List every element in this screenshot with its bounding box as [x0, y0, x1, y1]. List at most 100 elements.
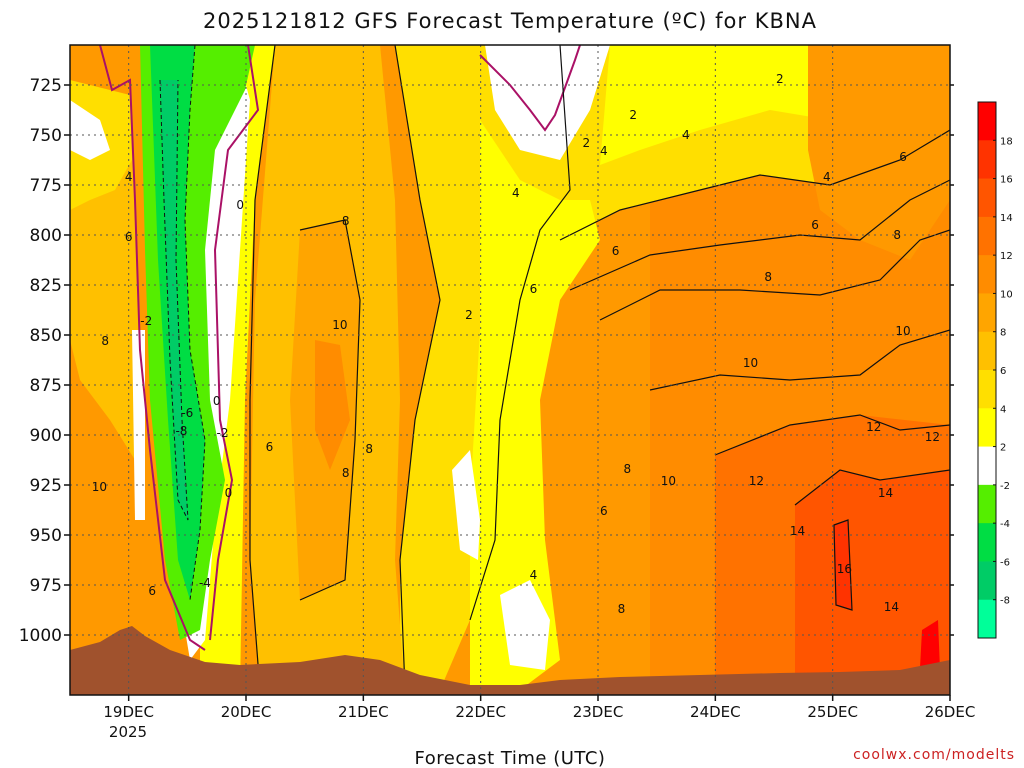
field-low-white: [500, 580, 550, 670]
contour-label: -4: [199, 576, 211, 590]
contour-label: 8: [342, 214, 350, 228]
colorbar-swatch: [978, 140, 996, 180]
gridlines: [70, 45, 951, 695]
colorbar-swatch: [978, 178, 996, 218]
x-tick-label: 24DEC: [690, 703, 741, 721]
contour-label: 6: [612, 244, 620, 258]
contour-label: 8: [101, 334, 109, 348]
zero-contour-left: [99, 45, 206, 651]
contour-label: 8: [893, 228, 901, 242]
contour-12-right: [714, 414, 950, 456]
contour-label: 6: [600, 504, 608, 518]
y-tick-label: 800: [30, 226, 62, 246]
contour-label: 2: [629, 108, 637, 122]
contour-2-mid: [469, 45, 571, 621]
contour-label: 2: [582, 136, 590, 150]
colorbar-tick-label: 12: [1000, 251, 1013, 262]
contour-4-right: [559, 129, 950, 241]
contour-label: 10: [661, 474, 676, 488]
field-mid-yellow-2: [470, 120, 600, 690]
contour-label: -6: [181, 406, 193, 420]
contour-label: 4: [823, 170, 831, 184]
field-left-white-2: [70, 100, 110, 160]
contour-label: 6: [530, 282, 538, 296]
contour-16-right: [833, 519, 853, 611]
contour-label: 16: [837, 562, 852, 576]
contour-label: 14: [790, 524, 805, 538]
contour-label: 6: [125, 230, 133, 244]
contour-4-mid: [394, 45, 441, 691]
field-col-10: [315, 340, 350, 470]
contour-label: 8: [618, 602, 626, 616]
colorbar-tick-label: 10: [1000, 289, 1013, 300]
zero-contour-upper: [479, 45, 581, 132]
contour-label: 12: [866, 420, 881, 434]
terrain: [70, 626, 950, 695]
y-tick-label: 975: [30, 576, 62, 596]
x-tick-label: 21DEC: [338, 703, 389, 721]
y-tick-label: 775: [30, 176, 62, 196]
contour-label: 4: [600, 144, 608, 158]
contour-6-right: [569, 179, 950, 291]
credit-link[interactable]: coolwx.com/modelts: [853, 747, 1015, 763]
contour-10-right: [649, 329, 950, 391]
colorbar-swatch: [978, 331, 996, 371]
y-tick-label: 925: [30, 476, 62, 496]
contour-label: 8: [365, 442, 373, 456]
colorbar-tick-label: -6: [1000, 557, 1010, 568]
colorbar-swatch: [978, 293, 996, 333]
colorbar-swatch: [978, 484, 996, 524]
contour-label: 6: [148, 584, 156, 598]
colorbar-tick-label: 8: [1000, 328, 1006, 339]
contour-label: 6: [266, 440, 274, 454]
colorbar-tick-label: -8: [1000, 596, 1010, 607]
contour-label: 4: [512, 186, 520, 200]
x-tick-label: 25DEC: [807, 703, 858, 721]
field-cold-core-2: [160, 80, 188, 520]
contour-8-col: [299, 219, 361, 601]
contour-label: -2: [140, 314, 152, 328]
x-tick-label: 22DEC: [455, 703, 506, 721]
contour-label: -8: [175, 424, 187, 438]
contour-label: 4: [530, 568, 538, 582]
y-tick-label: 850: [30, 326, 62, 346]
contour-label: 14: [878, 486, 893, 500]
y-tick-label: 750: [30, 126, 62, 146]
contour-label: 4: [125, 170, 133, 184]
contour-14-right: [794, 469, 950, 506]
contour-8-right: [599, 229, 950, 321]
contour-6-left: [249, 45, 276, 691]
contour-label: 4: [682, 128, 690, 142]
colorbar-tick-label: -2: [1000, 481, 1010, 492]
colorbar-swatch: [978, 599, 996, 639]
contour-label: 6: [899, 150, 907, 164]
x-tick-label: 20DEC: [221, 703, 272, 721]
y-tick-label: 825: [30, 276, 62, 296]
contour-label: 6: [811, 218, 819, 232]
y-tick-label: 725: [30, 76, 62, 96]
colorbar-swatch: [978, 561, 996, 601]
colorbar-tick-label: 4: [1000, 404, 1006, 415]
x-tick-label: 26DEC: [925, 703, 976, 721]
contour-label: 10: [92, 480, 107, 494]
field-mid-white-2: [452, 450, 480, 560]
contour-label: 14: [884, 600, 899, 614]
contour-label: 0: [225, 486, 233, 500]
field-band-18: [920, 620, 940, 670]
field-mid-white: [485, 45, 610, 160]
contour-label: 10: [895, 324, 910, 338]
contour-label: 8: [342, 466, 350, 480]
field-top-right-warm: [808, 45, 950, 260]
x-axis: 19DEC 20DEC 21DEC 22DEC 23DEC 24DEC 25DEC 26DEC: [103, 695, 975, 721]
x-tick-label: 23DEC: [573, 703, 624, 721]
colorbar-swatch: [978, 370, 996, 409]
contour-label: 0: [236, 198, 244, 212]
colorbar-tick-label: 2: [1000, 443, 1006, 454]
zero-contour-right: [209, 45, 260, 641]
colorbar-swatch: [978, 523, 996, 562]
x-tick-label: 19DEC: [103, 703, 154, 721]
colorbar-swatch: [978, 216, 996, 256]
chart-title: 2025121812 GFS Forecast Temperature (ºC)…: [203, 9, 817, 33]
